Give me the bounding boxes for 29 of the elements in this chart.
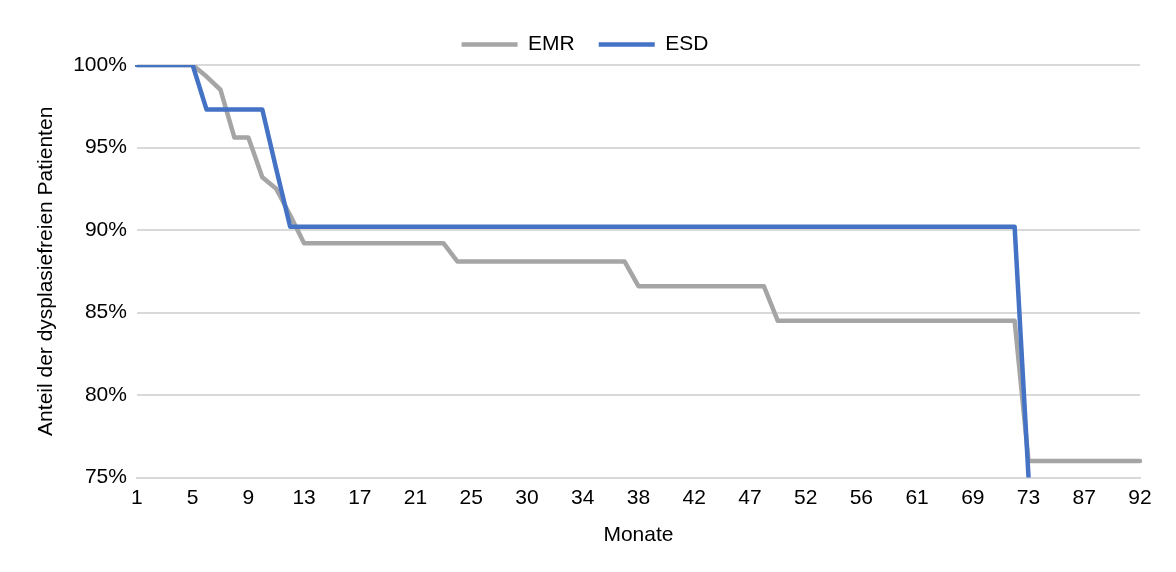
x-tick-label: 61 [905,485,929,508]
y-tick-label: 100% [73,51,127,75]
x-axis-title: Monate [603,522,674,546]
y-tick-label: 90% [84,216,127,240]
x-tick-label: 92 [1128,485,1152,508]
x-tick-label: 9 [242,485,255,508]
y-axis-title: Anteil der dysplasiefreien Patienten [33,106,57,436]
x-tick-label: 1 [131,485,143,508]
x-tick-label: 25 [459,485,483,508]
x-tick-label: 34 [571,485,595,508]
x-tick-label: 13 [292,485,316,508]
y-tick-label: 75% [84,464,127,488]
x-tick-label: 87 [1072,485,1096,508]
x-tick-label: 42 [682,485,706,508]
x-tick-label: 5 [186,485,199,508]
x-tick-label: 30 [515,485,539,508]
y-tick-label: 95% [84,134,127,158]
x-tick-label: 21 [403,485,428,508]
x-tick-label: 17 [348,485,372,508]
x-tick-label: 56 [849,485,874,508]
y-tick-label: 80% [84,381,127,405]
x-tick-label: 38 [626,485,651,508]
y-tick-label: 85% [84,299,127,323]
x-tick-label: 69 [961,485,985,508]
x-tick-label: 52 [793,485,818,508]
x-tick-label: 73 [1016,485,1041,508]
x-tick-label: 47 [738,485,762,508]
legend-label: EMR [528,31,575,55]
legend-label: ESD [665,31,709,55]
